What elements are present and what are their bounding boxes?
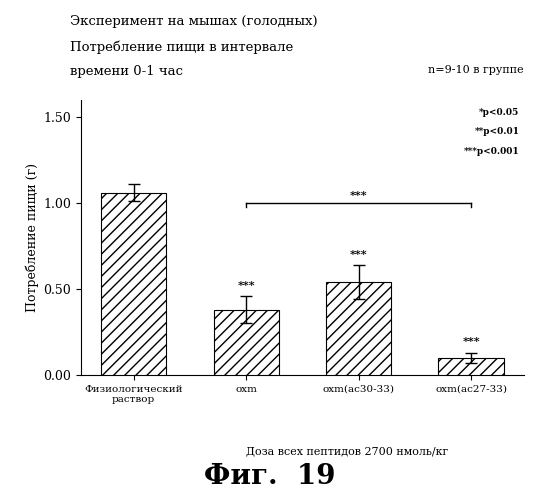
Bar (438, 358, 504, 375)
Text: ***: *** (462, 336, 480, 347)
Text: Фиг.  19: Фиг. 19 (204, 463, 336, 490)
Text: ***: *** (238, 280, 255, 291)
Bar (214, 310, 279, 375)
Text: Доза всех пептидов 2700 нмоль/кг: Доза всех пептидов 2700 нмоль/кг (246, 446, 448, 456)
Y-axis label: Потребление пищи (г): Потребление пищи (г) (26, 163, 39, 312)
Bar (326, 282, 391, 375)
Text: времени 0-1 час: времени 0-1 час (70, 65, 183, 78)
Text: *p<0.05: *p<0.05 (479, 108, 519, 117)
Text: ***: *** (350, 249, 367, 260)
Text: n=9-10 в группе: n=9-10 в группе (428, 65, 524, 75)
Bar (101, 193, 166, 375)
Text: Потребление пищи в интервале: Потребление пищи в интервале (70, 40, 293, 54)
Text: ***: *** (350, 190, 367, 200)
Text: ***p<0.001: ***p<0.001 (464, 147, 519, 156)
Text: Эксперимент на мышах (голодных): Эксперимент на мышах (голодных) (70, 15, 318, 28)
Text: **p<0.01: **p<0.01 (474, 128, 519, 136)
